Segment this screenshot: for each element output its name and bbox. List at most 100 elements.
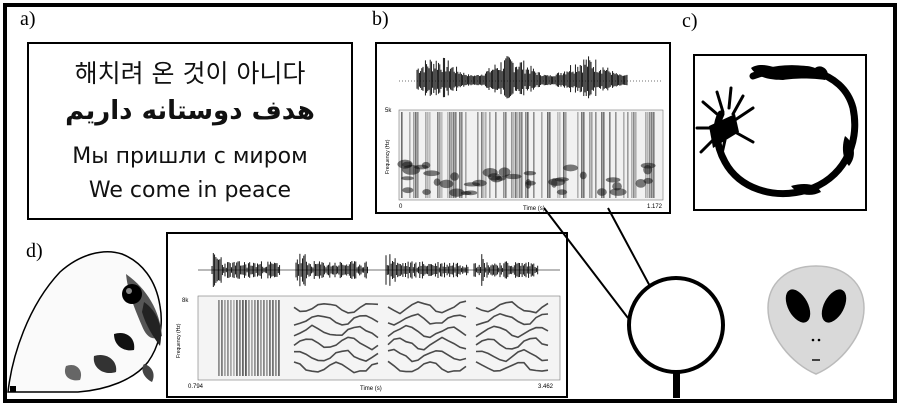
spectrogram-column xyxy=(239,300,241,376)
spectrogram-column xyxy=(549,112,551,198)
spectrogram-formant xyxy=(504,173,522,180)
spectrogram-column xyxy=(517,112,519,198)
spectrogram-harmonic xyxy=(475,348,549,363)
spectrogram-formant xyxy=(523,171,537,176)
glyph-circle-icon xyxy=(695,64,859,197)
spectrogram-column xyxy=(483,112,485,198)
spectrogram-harmonic xyxy=(387,313,467,326)
bird-axis-x-end: 3.462 xyxy=(538,384,554,390)
spectrogram-column xyxy=(515,112,517,198)
spectrogram-formant xyxy=(423,170,440,177)
spectrogram-column xyxy=(248,300,250,376)
spectrogram-column xyxy=(233,300,235,376)
spectrogram-column xyxy=(653,112,655,198)
spectrogram-column xyxy=(557,112,559,198)
spectrogram-column xyxy=(521,112,523,198)
spectrogram-column xyxy=(481,112,483,198)
glyph-box xyxy=(693,54,867,211)
spectrogram-column xyxy=(254,300,256,376)
spectrogram-harmonic xyxy=(475,361,549,372)
spectrogram-column xyxy=(415,112,417,198)
spectrogram-harmonic xyxy=(387,336,467,351)
speech-waveform xyxy=(416,56,628,99)
spectrogram-formant xyxy=(556,189,568,195)
spectrogram-harmonic xyxy=(475,325,549,339)
spectrogram-column xyxy=(541,112,543,198)
spectrogram-column xyxy=(589,112,591,198)
spectrogram-column xyxy=(489,112,491,198)
spectrogram-column xyxy=(485,112,487,198)
spectrogram-column xyxy=(647,112,649,198)
bird-spectrogram-svg: 8k Frequency (Hz) 0.794 Time (s) 3.462 xyxy=(176,253,561,392)
spectrogram-column xyxy=(439,112,441,198)
bird-spectrogram-marks xyxy=(218,300,549,376)
spectrogram-column xyxy=(627,112,629,198)
spectrogram-column xyxy=(437,112,439,198)
spectrogram-column xyxy=(615,112,617,198)
phrase-russian: Мы пришли с миром xyxy=(72,144,308,169)
spectrogram-column xyxy=(269,300,271,376)
spectrogram-formant xyxy=(551,178,558,188)
spectrogram-harmonic xyxy=(387,360,467,374)
spectrogram-column xyxy=(519,112,521,198)
spectrogram-harmonic xyxy=(387,300,467,315)
spectrogram-column xyxy=(559,112,561,198)
spectrogram-column xyxy=(633,112,635,198)
panel-label-d: d) xyxy=(26,240,43,262)
bird-spectrogram-panel: 8k Frequency (Hz) 0.794 Time (s) 3.462 xyxy=(166,232,568,398)
spectrogram-column xyxy=(477,112,479,198)
spectrogram-column xyxy=(631,112,633,198)
speech-spectrogram-marks xyxy=(397,112,656,198)
spectrogram-column xyxy=(511,112,513,198)
spectrogram-formant xyxy=(525,178,532,189)
spectrogram-harmonic xyxy=(293,314,379,326)
spectrogram-column xyxy=(455,112,457,198)
spectrogram-column xyxy=(461,112,463,198)
spectrogram-formant xyxy=(640,162,656,169)
bird-waveform xyxy=(211,253,539,287)
spectrogram-column xyxy=(257,300,259,376)
spectrogram-column xyxy=(278,300,280,376)
spectrogram-column xyxy=(601,112,603,198)
spectrogram-column xyxy=(505,112,507,198)
spectrogram-harmonic xyxy=(293,302,379,314)
speech-axis-y-top: 5k xyxy=(385,108,392,114)
spectrogram-formant xyxy=(464,190,478,196)
spectrogram-column xyxy=(577,112,579,198)
spectrogram-column xyxy=(563,112,565,198)
bird-axis-x-label: Time (s) xyxy=(360,386,382,392)
spectrogram-column xyxy=(447,112,449,198)
spectrogram-column xyxy=(495,112,497,198)
speech-spectrogram-svg: 5k Frequency (Hz) 0 Time (s) 1.172 xyxy=(385,56,664,212)
spectrogram-column xyxy=(603,112,605,198)
spectrogram-column xyxy=(230,300,232,376)
spectrogram-column xyxy=(581,112,583,198)
spectrogram-column xyxy=(227,300,229,376)
spectrogram-harmonic xyxy=(293,324,379,339)
spectrogram-column xyxy=(263,300,265,376)
spectrogram-harmonic xyxy=(387,324,467,339)
spectrogram-formant xyxy=(402,187,414,194)
parrot-head-icon xyxy=(7,251,162,393)
spectrogram-column xyxy=(453,112,455,198)
spectrogram-column xyxy=(503,112,505,198)
spectrogram-column xyxy=(251,300,253,376)
bird-axis-y-label: Frequency (Hz) xyxy=(176,323,182,358)
spectrogram-column xyxy=(441,112,443,198)
spectrogram-column xyxy=(413,112,415,198)
phrases-box: 해치려 온 것이 아니다 هدف دوستانه داریم Мы пришли… xyxy=(27,42,353,220)
spectrogram-harmonic xyxy=(293,336,379,351)
spectrogram-formant xyxy=(402,161,413,168)
spectrogram-column xyxy=(427,112,429,198)
spectrogram-harmonic xyxy=(475,301,549,314)
spectrogram-harmonic xyxy=(387,348,467,363)
spectrogram-column xyxy=(221,300,223,376)
spectrogram-column xyxy=(429,112,431,198)
spectrogram-formant xyxy=(463,182,481,187)
speech-axis-x-label: Time (s) xyxy=(523,206,545,212)
spectrogram-column xyxy=(224,300,226,376)
spectrogram-column xyxy=(401,112,403,198)
spectrogram-formant xyxy=(422,189,431,195)
spectrogram-formant xyxy=(609,188,627,196)
spectrogram-column xyxy=(451,112,453,198)
